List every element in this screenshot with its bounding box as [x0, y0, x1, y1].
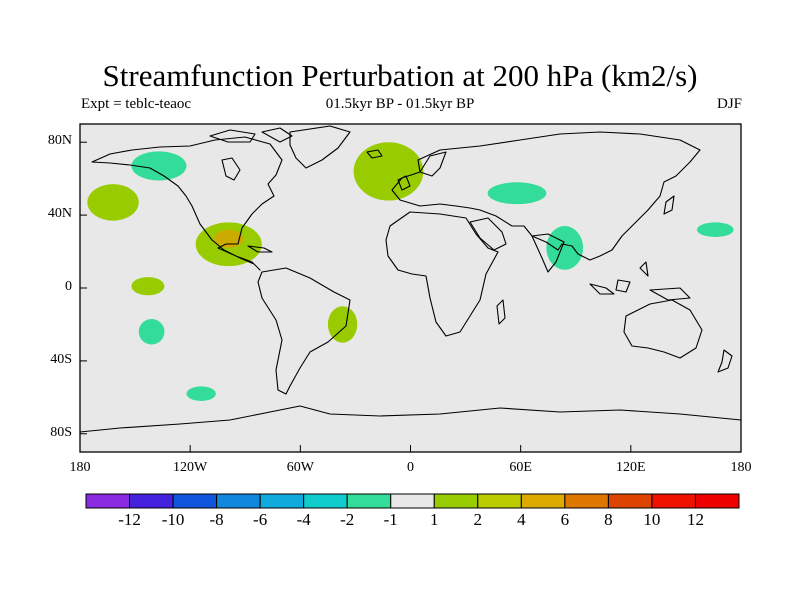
lon-label: 0: [407, 460, 414, 475]
coast-indonesia: [589, 261, 691, 301]
colorbar-swatch: [520, 493, 566, 509]
coast-japan: [663, 195, 675, 215]
colorbar-label: 8: [604, 510, 613, 529]
coast-british-isles: [397, 175, 411, 191]
gulf-of-mexico-core-anomaly: [214, 229, 244, 248]
colorbar-swatch: [607, 493, 653, 509]
colorbar: [85, 493, 740, 509]
coast-arabia: [469, 217, 507, 251]
coast-india: [531, 233, 565, 273]
colorbar-label: -4: [296, 510, 311, 529]
lon-label: 60W: [286, 460, 314, 475]
colorbar-label: -12: [118, 510, 141, 529]
colorbar-label: 10: [643, 510, 661, 529]
colorbar-swatch: [216, 493, 261, 509]
colorbar-swatch: [85, 493, 131, 509]
colorbar-label: 6: [560, 510, 570, 529]
colorbar-swatch: [433, 493, 479, 509]
coast-africa: [385, 211, 499, 337]
coast-australia: [623, 299, 703, 359]
northeast-pacific-positive-anomaly: [87, 184, 139, 221]
south-pacific-negative-anomaly: [138, 318, 165, 345]
coast-greenland: [289, 125, 351, 169]
colorbar-label: -6: [253, 510, 268, 529]
colorbar-swatch: [390, 493, 435, 509]
coast-antarctica: [79, 405, 742, 433]
colorbar-label: -2: [340, 510, 355, 529]
colorbar-label: 2: [473, 510, 483, 529]
colorbar-swatch: [172, 493, 218, 509]
coastlines: [79, 125, 742, 433]
lat-label: 40S: [50, 351, 72, 367]
colorbar-label: -8: [209, 510, 224, 529]
india-negative-anomaly: [546, 226, 584, 270]
coast-new-zealand: [717, 349, 733, 373]
colorbar-swatch: [694, 493, 740, 509]
coast-north-america: [91, 136, 283, 271]
coast-cuba: [247, 245, 273, 253]
colorbar-label: 4: [517, 510, 526, 529]
central-asia-negative-anomaly: [487, 182, 547, 205]
colorbar-label: 1: [430, 510, 439, 529]
colorbar-swatch: [259, 493, 305, 509]
lat-label: 40N: [47, 206, 72, 222]
coast-arctic-islands: [209, 127, 293, 143]
lat-label: 80N: [47, 133, 72, 149]
colorbar-swatch: [564, 493, 609, 509]
lon-label: 180: [730, 460, 752, 475]
coast-hudson-bay: [221, 157, 241, 181]
season-label: DJF: [716, 96, 742, 112]
colorbar-swatch: [651, 493, 696, 509]
equatorial-pacific-positive-anomaly: [131, 277, 165, 296]
colorbar-swatch: [129, 493, 174, 509]
coast-scandinavia: [419, 151, 447, 177]
colorbar-label: 12: [686, 510, 704, 529]
canada-negative-anomaly: [131, 151, 187, 181]
period-label: 01.5kyr BP - 01.5kyr BP: [325, 96, 475, 112]
lon-label: 60E: [509, 460, 532, 475]
lat-label: 80S: [50, 424, 72, 440]
map-title: Streamfunction Perturbation at 200 hPa (…: [102, 58, 698, 93]
northwest-pacific-negative-anomaly: [696, 222, 734, 237]
lon-label: 180: [69, 460, 91, 475]
lon-label: 120W: [173, 460, 208, 475]
southern-ocean-negative-anomaly: [186, 386, 216, 401]
colorbar-swatch: [346, 493, 392, 509]
colorbar-label: -10: [161, 510, 185, 529]
north-atlantic-positive-anomaly: [353, 142, 424, 201]
experiment-label: Expt = teblc-teaoc: [81, 96, 192, 112]
lat-label: 0: [65, 279, 72, 294]
axis-ticks: [79, 141, 742, 452]
anomaly-layer: [87, 142, 734, 401]
lon-label: 120E: [616, 460, 646, 475]
colorbar-swatch: [303, 493, 348, 509]
colorbar-label: -1: [383, 510, 398, 529]
coast-south-america: [257, 267, 351, 395]
coast-iceland: [366, 149, 383, 159]
colorbar-swatch: [477, 493, 522, 509]
brazil-positive-anomaly: [327, 306, 358, 343]
coast-madagascar: [496, 299, 506, 325]
coast-eurasia: [391, 131, 701, 261]
